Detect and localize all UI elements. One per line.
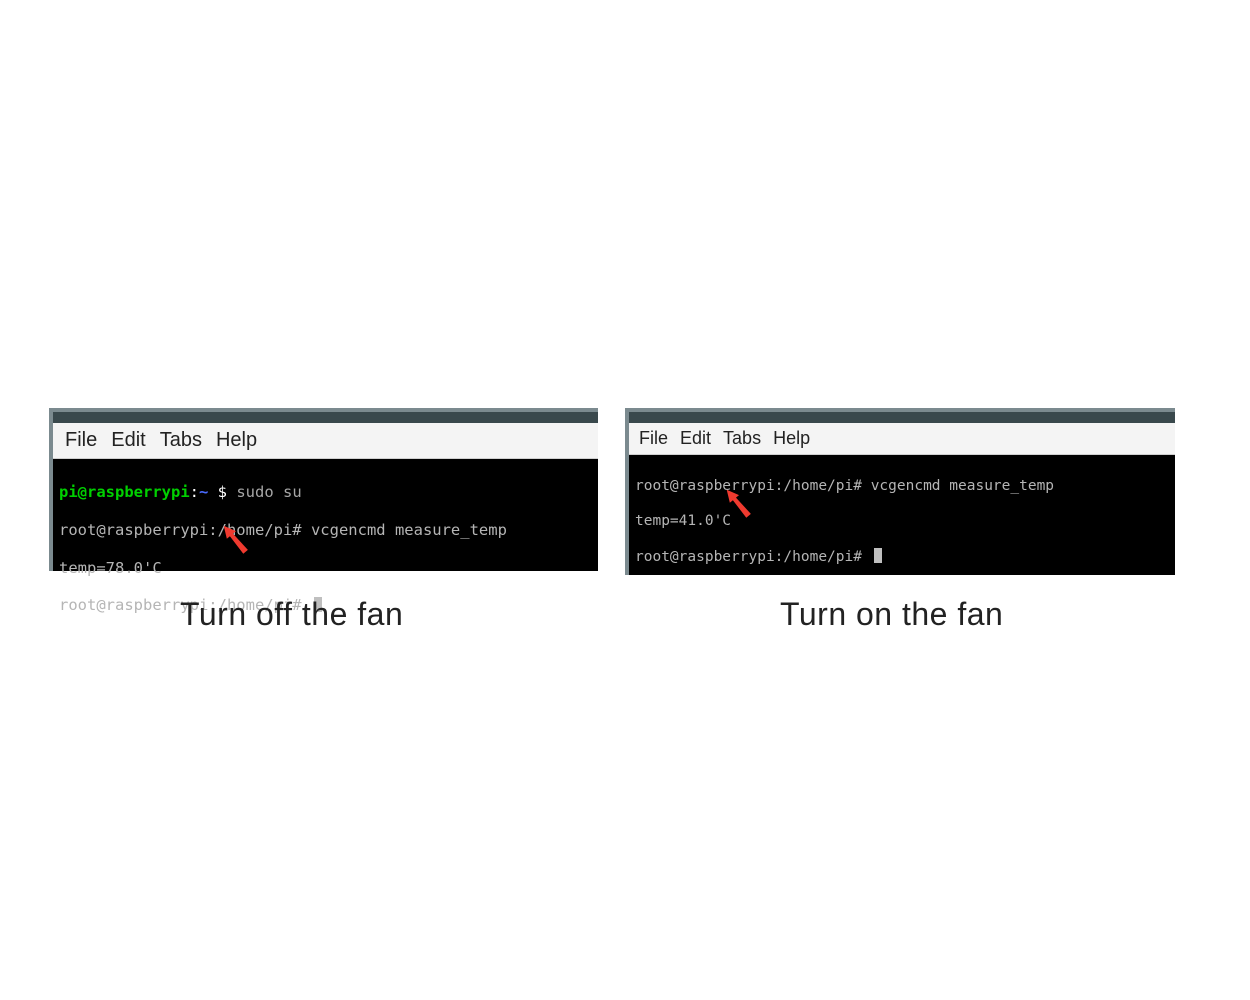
menu-tabs[interactable]: Tabs [723, 428, 761, 449]
terminal-line: root@raspberrypi:/home/pi# vcgencmd meas… [59, 521, 592, 540]
terminal-line: pi@raspberrypi:~ $ sudo su [59, 483, 592, 502]
menu-edit[interactable]: Edit [680, 428, 711, 449]
menu-edit[interactable]: Edit [111, 429, 145, 452]
terminal-line-temp: temp=41.0'C [635, 513, 1169, 531]
menu-help[interactable]: Help [216, 429, 257, 452]
caption-right: Turn on the fan [780, 596, 1003, 633]
menubar: File Edit Tabs Help [629, 423, 1175, 455]
titlebar-stub [53, 412, 598, 423]
prompt-user: pi@raspberrypi [59, 483, 190, 501]
menu-tabs[interactable]: Tabs [160, 429, 202, 452]
menu-file[interactable]: File [639, 428, 668, 449]
prompt-root: root@raspberrypi:/home/pi# [635, 549, 871, 565]
terminal-line-temp: temp=78.0'C [59, 559, 592, 578]
prompt-command: sudo su [236, 483, 301, 501]
titlebar-stub [629, 412, 1175, 423]
menu-help[interactable]: Help [773, 428, 810, 449]
left-screenshot-panel: File Edit Tabs Help pi@raspberrypi:~ $ s… [49, 408, 598, 571]
prompt-dollar: $ [208, 483, 236, 501]
terminal-window: File Edit Tabs Help pi@raspberrypi:~ $ s… [49, 408, 598, 571]
caption-left: Turn off the fan [180, 596, 403, 633]
prompt-sep: : [190, 483, 199, 501]
terminal-body[interactable]: root@raspberrypi:/home/pi# vcgencmd meas… [629, 455, 1175, 575]
cursor [874, 548, 882, 563]
terminal-line: root@raspberrypi:/home/pi# [635, 548, 1169, 567]
menu-file[interactable]: File [65, 429, 97, 452]
menubar: File Edit Tabs Help [53, 423, 598, 459]
terminal-body[interactable]: pi@raspberrypi:~ $ sudo su root@raspberr… [53, 459, 598, 571]
prompt-path: ~ [199, 483, 208, 501]
terminal-window: File Edit Tabs Help root@raspberrypi:/ho… [625, 408, 1175, 575]
right-screenshot-panel: File Edit Tabs Help root@raspberrypi:/ho… [625, 408, 1175, 575]
terminal-line: root@raspberrypi:/home/pi# vcgencmd meas… [635, 478, 1169, 496]
